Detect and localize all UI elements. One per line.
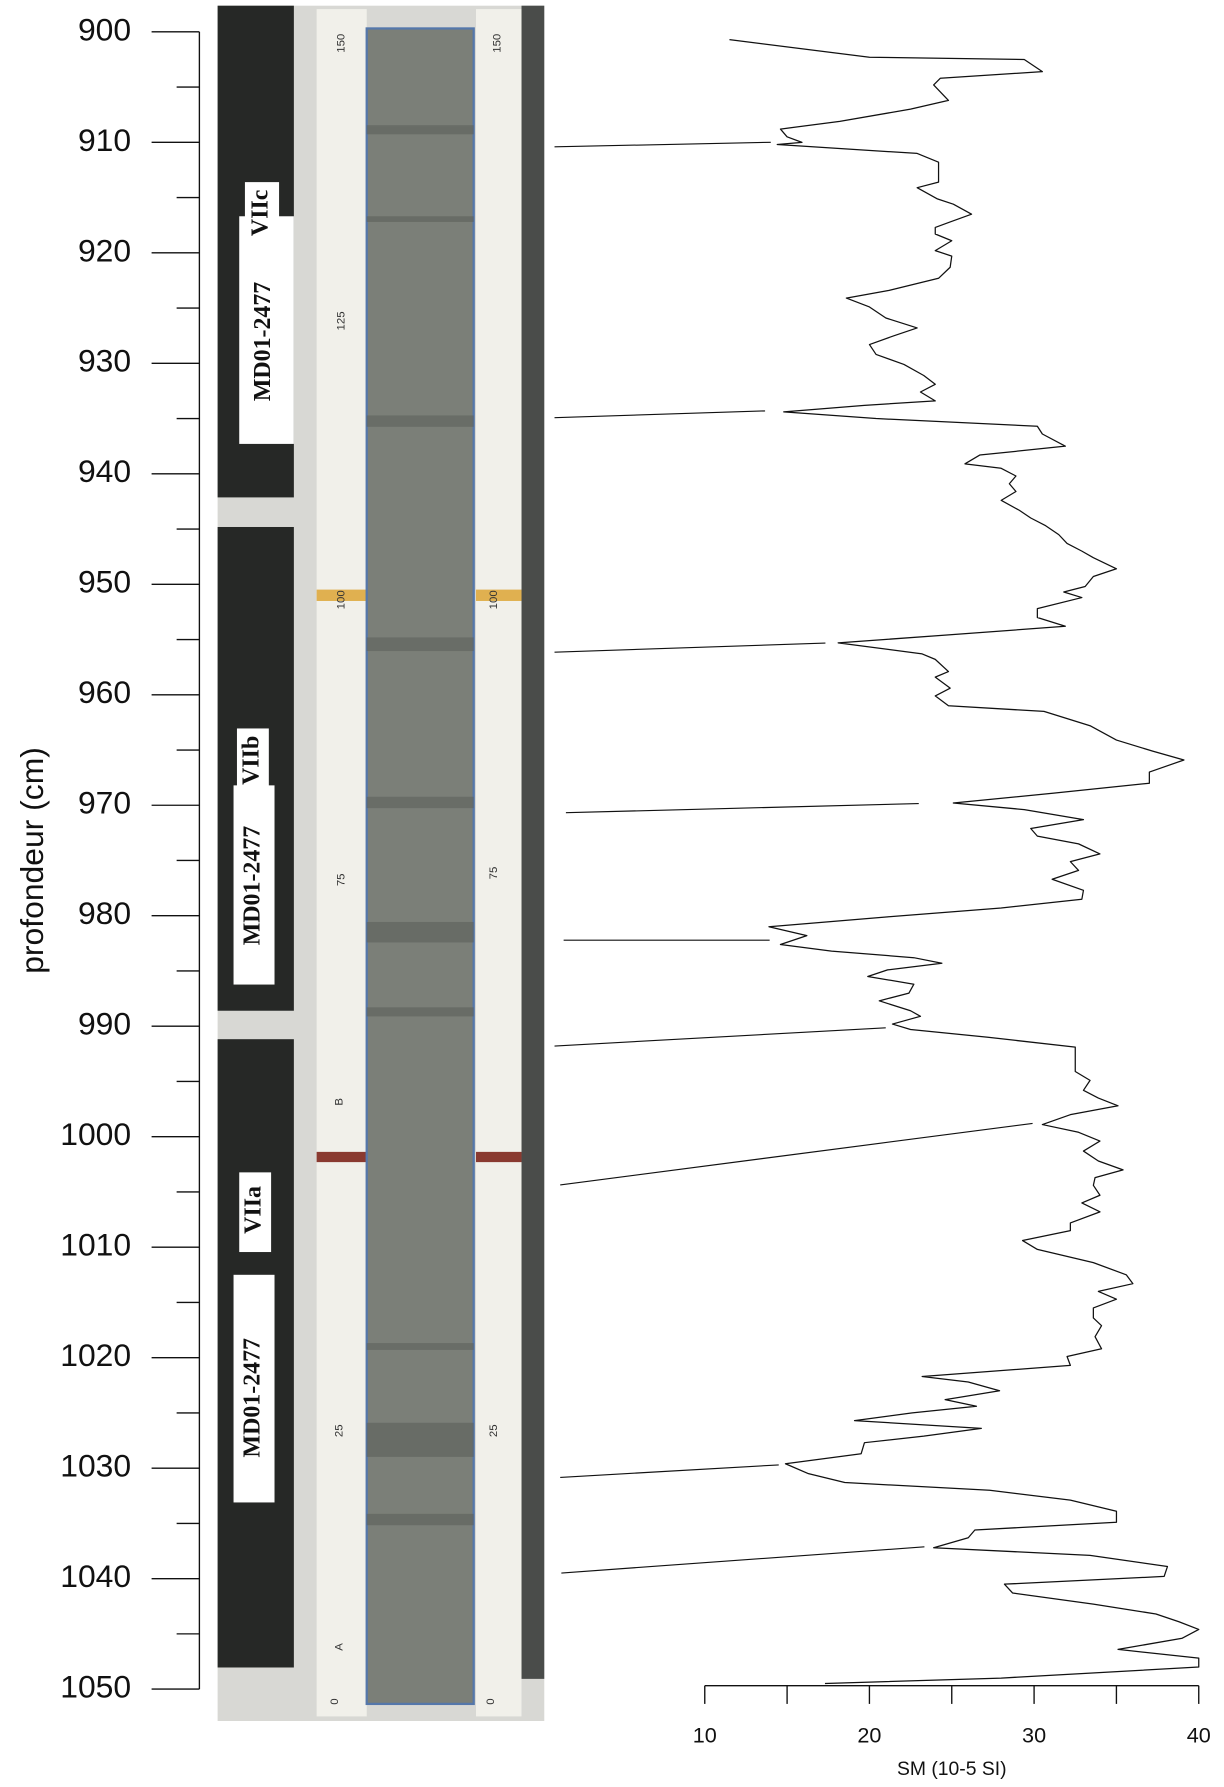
tie-line <box>560 1122 1033 1186</box>
y-tick-label: 910 <box>78 122 131 158</box>
ruler-label: 75 <box>336 874 348 887</box>
ruler <box>316 9 367 1717</box>
ruler-label: 100 <box>488 590 500 609</box>
x-tick-label: 30 <box>1022 1723 1046 1748</box>
right-strip <box>521 5 545 1679</box>
y-tick-label: 920 <box>78 232 131 268</box>
ruler-label: A <box>333 1643 345 1651</box>
ruler-band <box>316 1151 367 1163</box>
y-tick-label: 970 <box>78 785 131 821</box>
tie-line <box>554 642 826 653</box>
ruler-label: 150 <box>336 34 348 53</box>
ruler-label: B <box>333 1098 345 1106</box>
ruler-label: 150 <box>492 34 504 53</box>
y-tick-label: 1040 <box>60 1558 131 1594</box>
tie-line <box>560 1464 779 1478</box>
ruler-label: 25 <box>488 1424 500 1437</box>
ruler-label: 100 <box>336 590 348 609</box>
label-card <box>244 182 280 245</box>
ruler-label: 0 <box>485 1698 497 1704</box>
core-label: MD01-2477 <box>250 282 276 401</box>
core-photo: MD01-2477 VIIc MD01-2477 VIIb MD01-2477 … <box>217 5 545 1721</box>
ruler-label: 75 <box>488 867 500 880</box>
x-axis-label: SM (10-5 SI) <box>897 1758 1007 1780</box>
core-label: MD01-2477 <box>240 1338 266 1457</box>
y-tick-label: 1050 <box>60 1669 131 1705</box>
y-axis-label: profondeur (cm) <box>14 747 50 974</box>
label-card <box>236 728 269 797</box>
y-tick-label: 960 <box>78 674 131 710</box>
x-tick-label: 20 <box>857 1723 881 1748</box>
ruler-band <box>475 589 522 601</box>
y-tick-label: 980 <box>78 895 131 931</box>
core-unit: VIIc <box>247 189 273 236</box>
ruler-label: 125 <box>336 311 348 330</box>
label-card <box>239 216 294 444</box>
y-tick-label: 990 <box>78 1006 131 1042</box>
x-tick-label: 10 <box>693 1723 717 1748</box>
y-tick-label: 900 <box>78 11 131 47</box>
y-tick-label: 1010 <box>60 1227 131 1263</box>
tie-line <box>554 1027 886 1047</box>
tie-line <box>554 410 766 419</box>
y-tick-label: 950 <box>78 564 131 600</box>
tie-line <box>554 141 771 148</box>
label-card <box>233 1274 275 1503</box>
tie-lines <box>554 141 1033 1574</box>
ruler-label: 0 <box>329 1698 341 1704</box>
core-unit: VIIa <box>241 1186 267 1234</box>
x-tick-label: 40 <box>1187 1723 1211 1748</box>
label-card <box>233 785 275 985</box>
core-bands <box>366 125 474 1526</box>
ruler-label: 25 <box>333 1424 345 1437</box>
tie-line <box>561 1546 925 1574</box>
y-tick-label: 1020 <box>60 1337 131 1373</box>
tie-line <box>565 803 919 814</box>
label-card <box>239 1172 272 1253</box>
ruler <box>475 9 522 1717</box>
sm-curve <box>729 38 1200 1685</box>
ruler-band <box>316 589 367 601</box>
y-tick-label: 1000 <box>60 1116 131 1152</box>
core-unit: VIIb <box>238 736 264 785</box>
y-tick-label: 930 <box>78 343 131 379</box>
core-label: MD01-2477 <box>240 826 266 945</box>
ruler-band <box>475 1151 522 1163</box>
y-tick-label: 1030 <box>60 1448 131 1484</box>
y-tick-label: 940 <box>78 453 131 489</box>
